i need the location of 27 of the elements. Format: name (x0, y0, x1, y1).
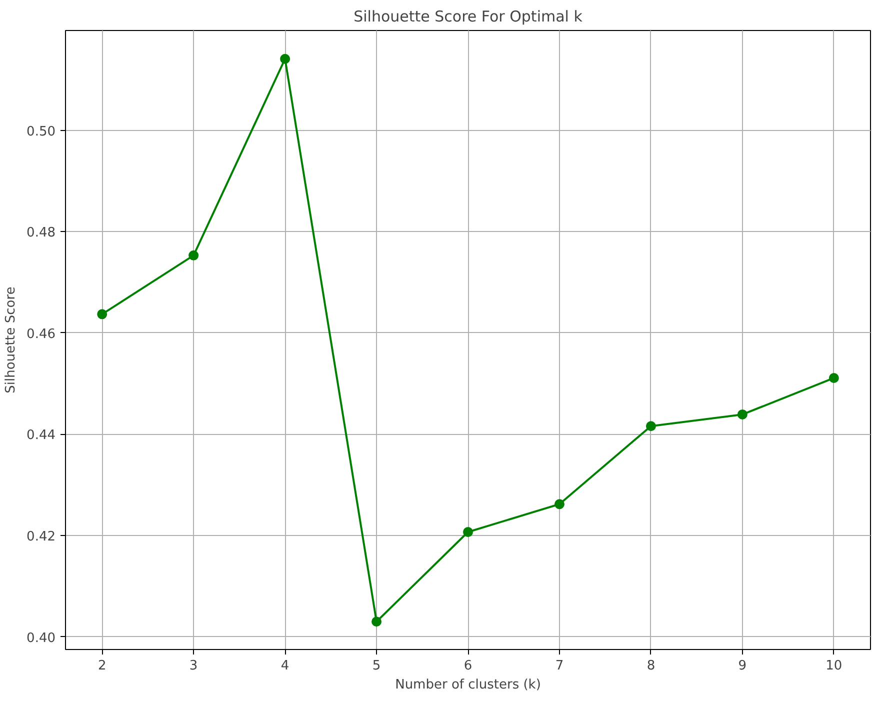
y-tick-label: 0.42 (26, 530, 56, 545)
x-tick-label: 10 (826, 658, 842, 674)
x-tick-label: 8 (646, 658, 656, 674)
point (463, 526, 473, 537)
y-tick-label: 0.40 (26, 630, 56, 646)
chart-title: Silhouette Score For Optimal k (354, 8, 583, 26)
x-tick-label: 7 (555, 658, 564, 674)
point (97, 309, 108, 320)
x-tick-label: 2 (98, 658, 106, 674)
x-tick-label: 5 (372, 658, 381, 674)
y-tick-label: 0.50 (26, 124, 56, 140)
y-tick-label: 0.44 (26, 428, 56, 444)
x-axis-title: Number of clusters (k) (395, 678, 541, 692)
y-axis-title: Silhouette Score (4, 286, 19, 394)
x-tick-label: 6 (464, 658, 472, 674)
y-tick-label: 0.46 (26, 326, 56, 342)
x-tick-label: 9 (738, 658, 747, 674)
point (646, 421, 656, 432)
point (280, 54, 290, 64)
y-tick-label: 0.48 (26, 226, 56, 241)
point (828, 373, 839, 383)
point (372, 616, 382, 627)
x-tick-label: 3 (189, 658, 198, 674)
x-tick-label: 4 (280, 658, 290, 674)
point (737, 409, 748, 420)
point (554, 499, 564, 510)
point (188, 250, 199, 260)
